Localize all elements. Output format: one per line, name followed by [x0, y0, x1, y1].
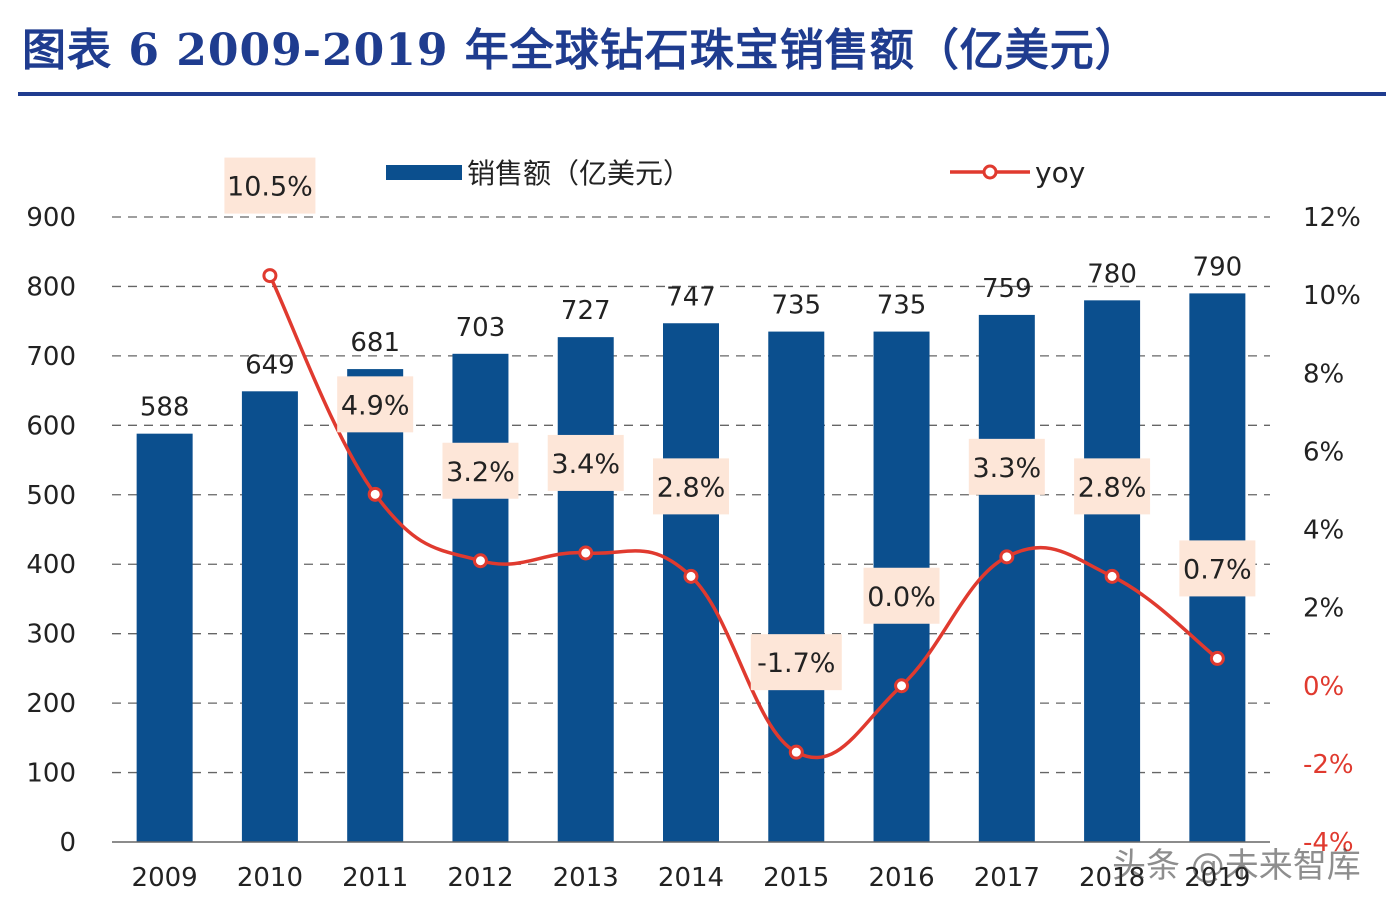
bar-value-label: 727: [561, 296, 611, 326]
x-tick-label: 2015: [763, 863, 829, 893]
yoy-label-box: [653, 458, 729, 515]
legend-line-label: yoy: [1035, 156, 1085, 189]
y-left-tick-label: 600: [26, 411, 76, 441]
yoy-line-series: 10.5% 4.9% 3.2% 3.4% 2.8% -1.7% 0.0% 3.3% 2.8% 0.…: [224, 157, 1256, 760]
legend-bar-swatch: [386, 165, 462, 180]
x-tick-label: 2019: [1184, 863, 1250, 893]
yoy-label-box: [547, 434, 624, 491]
bar: [768, 331, 825, 842]
x-tick-label: 2013: [553, 863, 619, 893]
legend-line-marker: [982, 164, 998, 180]
x-tick-label: 2009: [132, 863, 198, 893]
watermark: 头条 @未来智库: [1112, 846, 1361, 886]
yoy-point: [1104, 568, 1120, 584]
legend-bar-label: 销售额（亿美元）: [467, 157, 691, 190]
bar: [241, 391, 298, 842]
bar: [452, 353, 509, 842]
bar-value-label: 703: [456, 313, 506, 343]
yoy-label-box: [750, 634, 842, 691]
yoy-label-box: [1179, 540, 1256, 597]
bar-value-label: 759: [982, 274, 1032, 304]
y-left-tick-label: 800: [26, 272, 76, 302]
y-right-tick-label: -2%: [1303, 750, 1354, 780]
x-tick-label: 2011: [342, 863, 408, 893]
y-left-tick-label: 900: [26, 203, 76, 233]
yoy-value-label: 4.9%: [341, 390, 410, 421]
bar: [978, 314, 1035, 843]
legend: 销售额（亿美元） yoy: [386, 156, 1085, 190]
yoy-point: [683, 568, 699, 584]
bar: [136, 433, 193, 842]
y-right-tick-label: 6%: [1303, 437, 1344, 467]
yoy-point: [894, 678, 910, 694]
yoy-value-label: 3.3%: [973, 453, 1042, 484]
chart-title: 图表 6 2009-2019 年全球钻石珠宝销售额（亿美元）: [22, 25, 1140, 76]
y-left-tick-label: 400: [26, 550, 76, 580]
y-left-tick-label: 0: [59, 828, 76, 858]
bar-value-label: 681: [350, 328, 400, 358]
bar-value-label: 790: [1193, 252, 1243, 282]
yoy-point: [262, 268, 278, 284]
x-tick-label: 2018: [1079, 863, 1145, 893]
bar-series: 588 649 681 703 727 747 735 735 759 780 790: [136, 252, 1246, 843]
x-tick-label: 2016: [868, 863, 934, 893]
y-right-tick-label: 4%: [1303, 516, 1344, 546]
x-tick-label: 2014: [658, 863, 724, 893]
y-left-tick-label: 700: [26, 342, 76, 372]
bar-value-label: 735: [771, 291, 821, 321]
x-tick-label: 2012: [447, 863, 513, 893]
y-left-tick-label: 200: [26, 689, 76, 719]
yoy-label-box: [1074, 458, 1151, 515]
x-tick-label: 2010: [237, 863, 303, 893]
bar: [557, 337, 614, 842]
yoy-value-label: 0.7%: [1183, 554, 1252, 585]
yoy-point: [1209, 650, 1225, 666]
yoy-value-label: 3.4%: [551, 449, 620, 480]
yoy-value-label: 0.0%: [867, 582, 936, 613]
bar: [347, 369, 404, 842]
yoy-value-label: 2.8%: [657, 472, 726, 503]
yoy-point: [367, 486, 383, 502]
bar-value-label: 649: [245, 350, 295, 380]
yoy-value-label: -1.7%: [757, 648, 835, 679]
y-right-tick-label: 10%: [1303, 281, 1361, 311]
y-right-tick-label: 8%: [1303, 359, 1344, 389]
yoy-point: [472, 553, 488, 569]
bar-value-label: 735: [877, 291, 927, 321]
yoy-label-box: [337, 376, 414, 433]
yoy-label-box: [863, 567, 940, 624]
y-right-tick-label: 12%: [1303, 203, 1361, 233]
bar-value-label: 588: [140, 393, 190, 423]
y-right-tick-label: 2%: [1303, 594, 1344, 624]
yoy-label-box: [442, 442, 519, 499]
y-left-tick-label: 100: [26, 759, 76, 789]
y-left-tick-label: 300: [26, 620, 76, 650]
yoy-label-box: [968, 438, 1045, 495]
bar-value-label: 747: [666, 282, 716, 312]
yoy-point: [788, 744, 804, 760]
y-right-tick-label: -4%: [1303, 828, 1354, 858]
bar-value-label: 780: [1087, 259, 1137, 289]
yoy-label-box: [224, 157, 316, 214]
yoy-value-label: 10.5%: [227, 172, 313, 203]
title-divider: [18, 92, 1386, 96]
yoy-line: [268, 274, 1219, 760]
yoy-value-label: 2.8%: [1078, 472, 1147, 503]
yoy-point: [999, 549, 1015, 565]
x-tick-label: 2017: [974, 863, 1040, 893]
y-right-tick-label: 0%: [1303, 672, 1344, 702]
yoy-point: [578, 545, 594, 561]
axes: 0 100 200 300 400 500 600 700 800 900 -4% -2% 0% 2% 4%…: [26, 203, 1360, 893]
yoy-value-label: 3.2%: [446, 457, 515, 488]
y-left-tick-label: 500: [26, 481, 76, 511]
